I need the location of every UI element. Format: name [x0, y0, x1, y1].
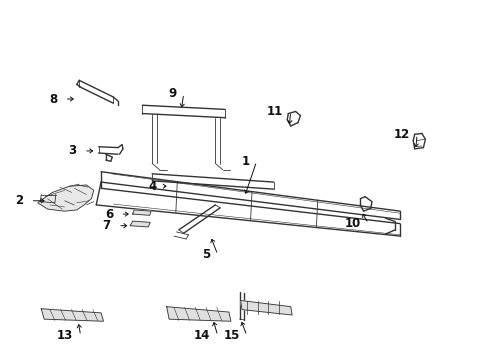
Text: 3: 3: [68, 144, 77, 157]
Polygon shape: [240, 301, 291, 315]
Polygon shape: [41, 309, 103, 321]
Text: 9: 9: [168, 87, 176, 100]
Polygon shape: [132, 210, 151, 215]
Polygon shape: [130, 221, 150, 227]
Text: 4: 4: [148, 180, 157, 193]
Text: 7: 7: [102, 219, 111, 232]
Text: 15: 15: [223, 329, 239, 342]
Text: 11: 11: [266, 105, 283, 118]
Text: 8: 8: [49, 93, 57, 105]
Text: 10: 10: [344, 217, 361, 230]
Polygon shape: [38, 185, 94, 211]
Polygon shape: [166, 307, 230, 321]
Text: 2: 2: [15, 194, 23, 207]
Text: 6: 6: [105, 208, 113, 221]
Text: 12: 12: [393, 128, 409, 141]
Text: 1: 1: [241, 155, 249, 168]
Text: 5: 5: [202, 248, 210, 261]
Text: 14: 14: [194, 329, 210, 342]
Text: 13: 13: [57, 329, 73, 342]
